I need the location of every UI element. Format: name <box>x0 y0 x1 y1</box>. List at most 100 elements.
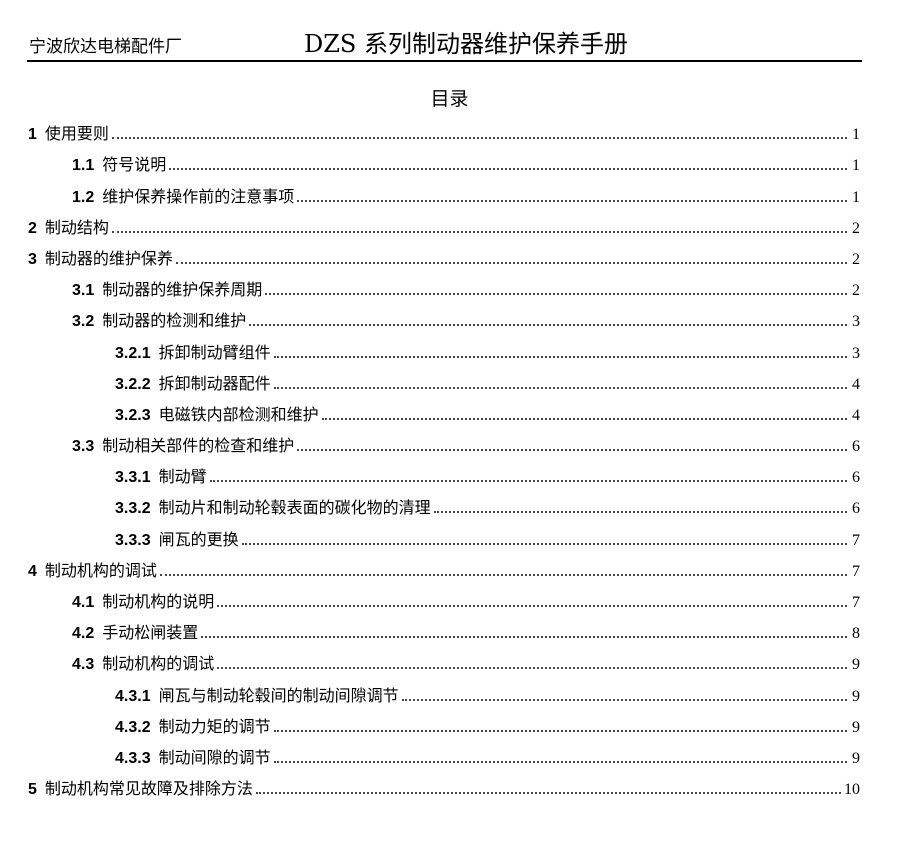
dot-leader <box>209 480 847 483</box>
toc-entry[interactable]: 3.3.3 闸瓦的更换 7 <box>28 518 860 549</box>
toc-entry[interactable]: 1.2 维护保养操作前的注意事项 1 <box>28 175 860 206</box>
toc-entry-page: 1 <box>852 188 860 206</box>
dot-leader <box>175 261 847 264</box>
dot-leader <box>297 199 847 202</box>
toc-entry-number: 5 <box>28 781 37 799</box>
toc-entry-page: 8 <box>852 625 860 643</box>
dot-leader <box>273 729 847 732</box>
toc-entry-number: 1.2 <box>72 188 95 206</box>
toc-entry-number: 1.1 <box>72 157 95 175</box>
company-name: 宁波欣达电梯配件厂 <box>29 37 182 57</box>
toc-entry-title: 电磁铁内部检测和维护 <box>158 404 319 424</box>
dot-leader <box>321 417 847 420</box>
toc-entry[interactable]: 3.3.2 制动片和制动轮毂表面的碳化物的清理 6 <box>28 487 860 518</box>
dot-leader <box>249 324 847 327</box>
dot-leader <box>111 137 847 140</box>
toc-entry[interactable]: 2 制动结构 2 <box>28 207 860 238</box>
toc-entry-title: 制动机构的调试 <box>44 560 157 580</box>
table-of-contents: 1 使用要则 1 1.1 符号说明 1 1.2 维护保养操作前的注意事项 1 2 制动结构 2 3 制动器… <box>28 113 860 799</box>
dot-leader <box>401 698 847 701</box>
dot-leader <box>255 792 841 795</box>
toc-entry[interactable]: 3.2.3 电磁铁内部检测和维护 4 <box>28 394 860 425</box>
toc-entry[interactable]: 3.1 制动器的维护保养周期 2 <box>28 269 860 300</box>
toc-entry-number: 4.3.3 <box>115 749 151 767</box>
toc-entry-page: 9 <box>852 718 860 736</box>
toc-entry-page: 4 <box>852 406 860 424</box>
toc-entry[interactable]: 1 使用要则 1 <box>28 113 860 144</box>
toc-entry-title: 拆卸制动器配件 <box>158 373 271 393</box>
dot-leader <box>111 230 847 233</box>
toc-entry-page: 9 <box>852 687 860 705</box>
toc-entry[interactable]: 1.1 符号说明 1 <box>28 144 860 175</box>
toc-entry-number: 4.3 <box>72 656 95 674</box>
toc-entry-title: 维护保养操作前的注意事项 <box>102 186 295 206</box>
dot-leader <box>297 449 847 452</box>
toc-entry-number: 3.1 <box>72 282 95 300</box>
toc-entry-title: 制动器的维护保养 <box>44 248 173 268</box>
toc-entry[interactable]: 4.2 手动松闸装置 8 <box>28 612 860 643</box>
toc-entry-page: 7 <box>852 562 860 580</box>
toc-entry-title: 制动器的检测和维护 <box>102 311 247 331</box>
toc-entry[interactable]: 3 制动器的维护保养 2 <box>28 238 860 269</box>
toc-entry-number: 3.2 <box>72 313 95 331</box>
toc-entry[interactable]: 4.3.1 闸瓦与制动轮毂间的制动间隙调节 9 <box>28 674 860 705</box>
toc-entry-number: 4.1 <box>72 594 95 611</box>
toc-entry[interactable]: 4.1 制动机构的说明 7 <box>28 581 860 612</box>
toc-entry-number: 4.2 <box>72 625 95 643</box>
toc-entry[interactable]: 3.2 制动器的检测和维护 3 <box>28 300 860 331</box>
toc-entry-title: 使用要则 <box>44 124 109 144</box>
toc-entry-title: 制动相关部件的检查和维护 <box>102 436 295 456</box>
toc-entry-page: 2 <box>852 282 860 300</box>
toc-entry-page: 7 <box>852 531 860 549</box>
toc-entry[interactable]: 4 制动机构的调试 7 <box>28 550 860 581</box>
page-header: 宁波欣达电梯配件厂 DZS 系列制动器维护保养手册 <box>27 22 862 62</box>
dot-leader <box>169 168 847 171</box>
toc-entry-number: 3.2.3 <box>115 406 151 424</box>
toc-entry-number: 3 <box>28 250 37 268</box>
toc-entry-number: 1 <box>28 126 37 144</box>
toc-entry[interactable]: 3.3 制动相关部件的检查和维护 6 <box>28 425 860 456</box>
toc-entry[interactable]: 3.2.1 拆卸制动臂组件 3 <box>28 331 860 362</box>
toc-entry[interactable]: 4.3 制动机构的调试 9 <box>28 643 860 674</box>
toc-entry-page: 1 <box>852 126 860 144</box>
toc-entry-title: 闸瓦与制动轮毂间的制动间隙调节 <box>158 685 399 705</box>
toc-entry-title: 制动机构的说明 <box>102 592 215 611</box>
toc-entry[interactable]: 3.3.1 制动臂 6 <box>28 456 860 487</box>
toc-entry-number: 4.3.2 <box>115 718 151 736</box>
toc-entry-title: 制动间隙的调节 <box>158 747 271 767</box>
dot-leader <box>273 386 847 389</box>
dot-leader <box>433 511 847 514</box>
toc-entry-page: 4 <box>852 375 860 393</box>
toc-entry-page: 3 <box>852 344 860 362</box>
toc-entry-page: 2 <box>852 219 860 237</box>
toc-entry-title: 制动臂 <box>158 467 207 487</box>
toc-entry-title: 制动片和制动轮毂表面的碳化物的清理 <box>158 498 431 518</box>
toc-entry-title: 拆卸制动臂组件 <box>158 342 271 362</box>
toc-entry-number: 3.2.1 <box>115 344 151 362</box>
document-title: DZS 系列制动器维护保养手册 <box>304 30 628 58</box>
toc-entry-title: 符号说明 <box>102 155 167 175</box>
dot-leader <box>201 636 847 639</box>
toc-entry[interactable]: 4.3.2 制动力矩的调节 9 <box>28 706 860 737</box>
toc-entry[interactable]: 3.2.2 拆卸制动器配件 4 <box>28 363 860 394</box>
toc-entry-title: 制动器的维护保养周期 <box>102 280 263 300</box>
toc-entry[interactable]: 4.3.3 制动间隙的调节 9 <box>28 737 860 768</box>
toc-entry-page: 2 <box>852 250 860 268</box>
toc-entry-page: 7 <box>852 594 860 611</box>
toc-entry-page: 3 <box>852 313 860 331</box>
dot-leader <box>217 605 847 607</box>
toc-entry-page: 6 <box>852 469 860 487</box>
toc-entry-number: 3.3.1 <box>115 469 151 487</box>
toc-entry-title: 制动力矩的调节 <box>158 716 271 736</box>
toc-entry-number: 3.3.3 <box>115 531 151 549</box>
toc-entry-number: 4.3.1 <box>115 687 151 705</box>
toc-entry-page: 9 <box>852 656 860 674</box>
dot-leader <box>265 293 847 296</box>
dot-leader <box>273 760 847 763</box>
toc-entry[interactable]: 5 制动机构常见故障及排除方法 10 <box>28 768 860 799</box>
toc-entry-number: 3.2.2 <box>115 375 151 393</box>
toc-entry-number: 3.3 <box>72 438 95 456</box>
dot-leader <box>241 542 847 545</box>
toc-entry-title: 制动机构常见故障及排除方法 <box>44 779 253 799</box>
toc-entry-page: 6 <box>852 438 860 456</box>
